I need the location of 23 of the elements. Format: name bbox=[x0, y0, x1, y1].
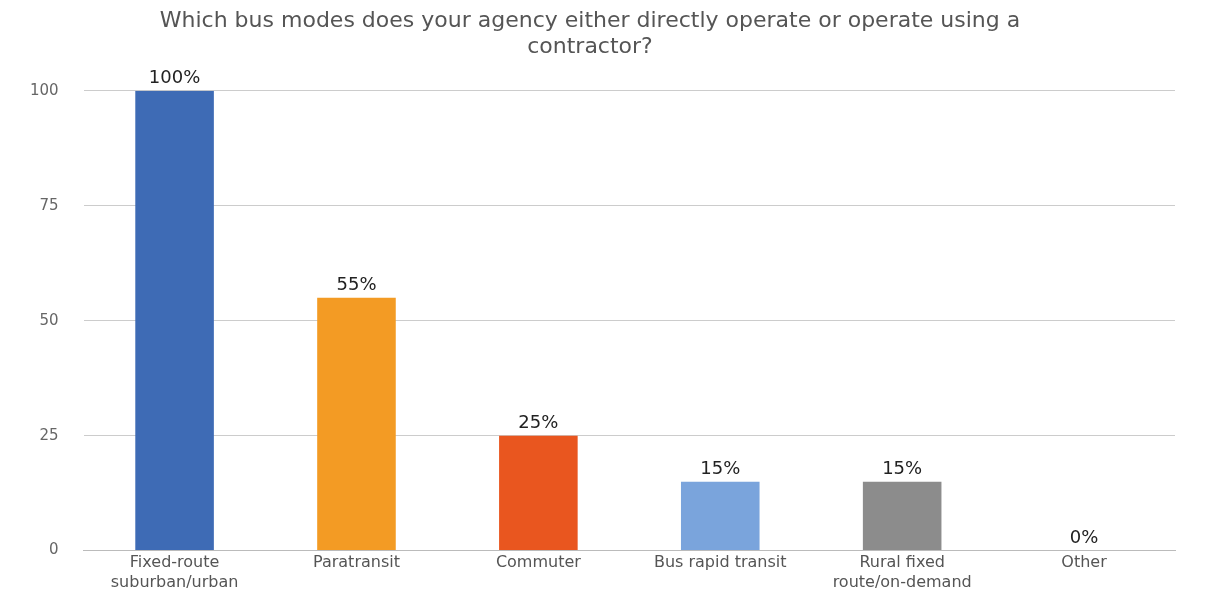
bar bbox=[135, 90, 214, 551]
chart-title: Which bus modes does your agency either directly operate or operate using a contractor? bbox=[159, 6, 1021, 59]
x-tick-label: Fixed-route suburban/urban bbox=[110, 552, 239, 591]
bar bbox=[680, 481, 760, 551]
bar bbox=[862, 481, 942, 551]
x-tick-label: Other bbox=[1061, 552, 1108, 572]
data-label: 0% bbox=[1069, 526, 1099, 548]
y-tick-label: 50 bbox=[39, 310, 59, 329]
x-tick-label: Bus rapid transit bbox=[653, 552, 787, 572]
x-tick-label: Commuter bbox=[495, 552, 582, 572]
data-label: 100% bbox=[148, 66, 201, 88]
bar bbox=[317, 297, 396, 551]
y-tick-label: 25 bbox=[39, 425, 59, 444]
data-label: 25% bbox=[518, 411, 559, 433]
data-label: 15% bbox=[882, 457, 923, 479]
y-tick-label: 100 bbox=[29, 80, 59, 99]
y-tick-label: 0 bbox=[49, 540, 59, 559]
x-tick-label: Rural fixed route/on-demand bbox=[832, 552, 972, 591]
bar bbox=[499, 435, 578, 551]
y-tick-label: 75 bbox=[39, 195, 59, 214]
data-label: 15% bbox=[700, 457, 741, 479]
data-label: 55% bbox=[336, 273, 377, 295]
x-tick-label: Paratransit bbox=[312, 552, 400, 572]
